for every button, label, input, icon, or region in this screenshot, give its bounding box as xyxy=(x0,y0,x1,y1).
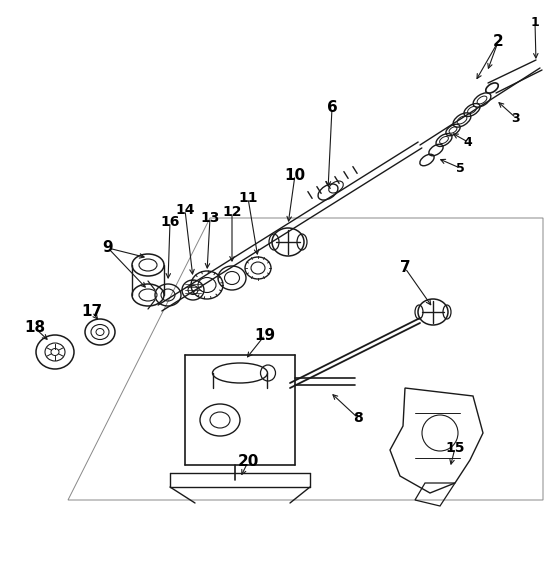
Text: 5: 5 xyxy=(456,161,464,174)
Text: 1: 1 xyxy=(531,15,540,28)
Text: 12: 12 xyxy=(222,205,242,219)
Text: 19: 19 xyxy=(254,328,276,343)
Text: 15: 15 xyxy=(445,441,465,455)
Text: 14: 14 xyxy=(175,203,195,217)
Text: 4: 4 xyxy=(464,136,473,149)
Text: 8: 8 xyxy=(353,411,363,425)
Text: 2: 2 xyxy=(493,35,503,50)
Text: 17: 17 xyxy=(81,304,103,320)
Text: 16: 16 xyxy=(160,215,180,229)
Text: 6: 6 xyxy=(326,100,338,116)
Text: 7: 7 xyxy=(400,260,410,275)
Text: 11: 11 xyxy=(238,191,258,205)
Text: 18: 18 xyxy=(25,320,46,336)
Text: 13: 13 xyxy=(200,211,220,225)
Text: 3: 3 xyxy=(512,112,520,124)
Text: 10: 10 xyxy=(285,168,306,182)
Text: 9: 9 xyxy=(103,241,113,255)
Text: 20: 20 xyxy=(237,454,259,470)
